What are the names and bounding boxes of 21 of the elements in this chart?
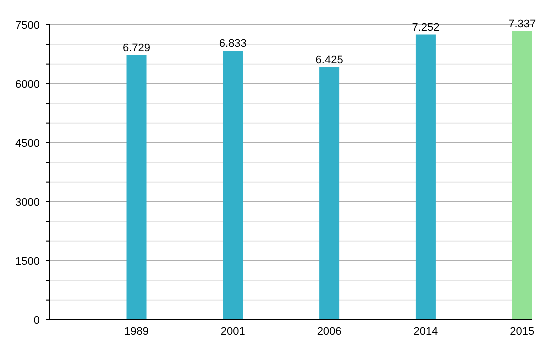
data-label: 7.337 — [508, 18, 536, 30]
data-label: 6.833 — [219, 38, 247, 50]
y-tick-label: 4500 — [16, 138, 40, 150]
y-tick-label: 6000 — [16, 78, 40, 91]
x-tick-label: 1989 — [124, 326, 149, 338]
bar — [223, 51, 244, 320]
data-label: 6.425 — [316, 54, 344, 66]
bar — [416, 34, 436, 320]
data-label: 6.729 — [122, 42, 151, 54]
y-tick-label: 3000 — [16, 196, 40, 209]
bar — [126, 55, 147, 320]
y-tick-label: 7500 — [16, 20, 40, 32]
data-label: 7.252 — [412, 22, 440, 34]
x-tick-label: 2015 — [510, 326, 535, 338]
y-tick-label: 0 — [34, 314, 40, 327]
x-tick-label: 2001 — [220, 326, 246, 338]
bar — [512, 31, 532, 320]
x-tick-label: 2014 — [414, 326, 438, 338]
bar — [320, 67, 340, 320]
x-tick-label: 2006 — [317, 326, 342, 338]
y-tick-label: 1500 — [16, 256, 40, 268]
